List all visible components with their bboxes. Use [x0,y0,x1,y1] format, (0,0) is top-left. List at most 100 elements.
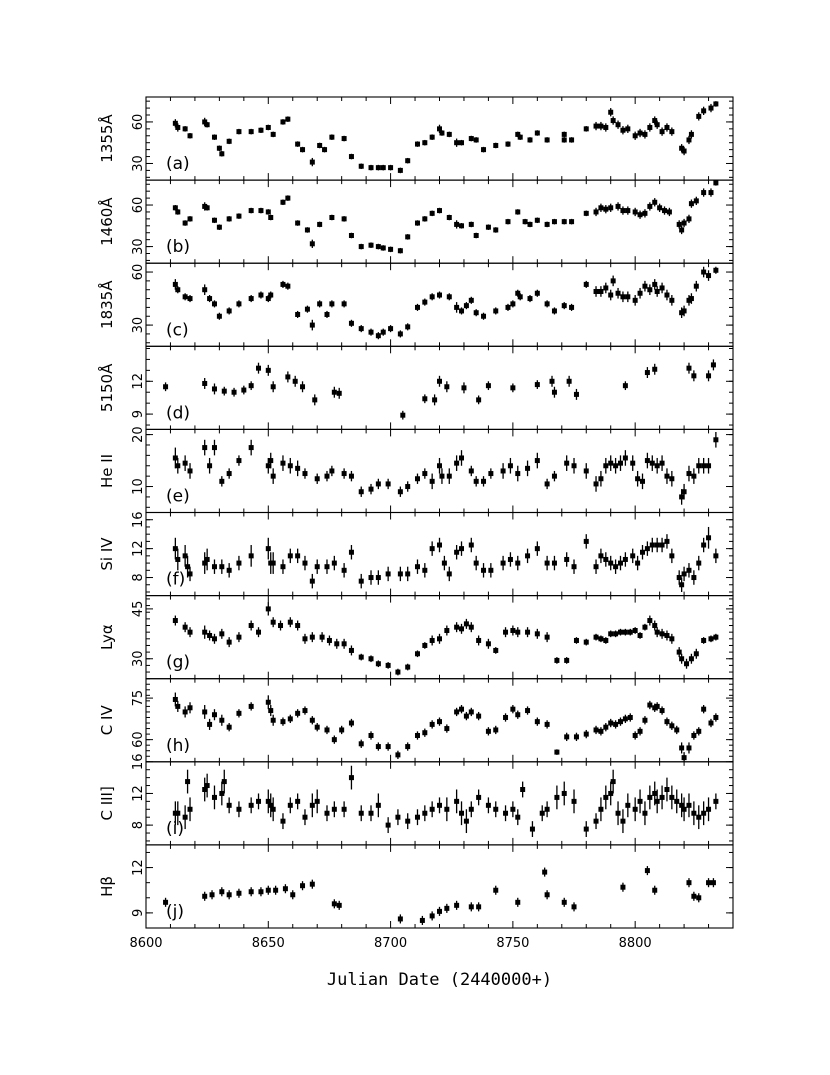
data-point [669,723,675,729]
data-point [659,794,665,800]
data-point [463,818,469,824]
data-point [439,130,445,136]
data-point [515,712,521,718]
data-point [444,726,450,732]
data-point [493,647,499,653]
y-tick-label: 12 [131,540,146,557]
data-point [632,732,638,738]
data-point [659,285,665,291]
data-point [583,826,589,832]
panel-frame [145,262,734,347]
y-tick-label: 12 [131,785,146,802]
data-point [625,208,631,214]
data-point [341,567,347,573]
data-point [493,142,499,148]
data-point [204,783,210,789]
data-point [414,220,420,226]
data-point [429,806,435,812]
data-point [204,205,210,211]
y-tick-label: 45 [131,601,146,618]
data-point [617,629,623,635]
data-point [429,721,435,727]
data-point [211,386,217,392]
data-point [182,624,188,630]
data-point [622,716,628,722]
data-point [603,637,609,643]
data-point [172,696,178,702]
data-point [358,326,364,332]
data-point [375,744,381,750]
data-point [642,810,648,816]
data-point [608,109,614,115]
data-point [708,636,714,642]
data-point [713,101,719,107]
data-point [302,471,308,477]
data-point [485,383,491,389]
data-point [664,719,670,725]
panel-h: 60 75 C IV (h) [98,678,734,763]
data-point [681,755,687,761]
data-point [637,728,643,734]
data-point [454,624,460,630]
data-point [219,717,225,723]
data-point [468,297,474,303]
data-point [632,806,638,812]
data-point [236,458,242,464]
data-point [544,560,550,566]
data-point [493,227,499,233]
data-point [691,473,697,479]
data-point [182,126,188,132]
data-point [226,567,232,573]
data-point [221,779,227,785]
data-point [686,802,692,808]
data-point [437,292,442,298]
data-point [473,560,479,566]
data-point [429,913,435,919]
data-point [314,724,320,730]
data-point [341,471,347,477]
data-point [182,220,188,226]
data-point [459,706,465,712]
data-point [608,205,614,211]
data-point [397,167,403,173]
data-point [419,917,425,923]
data-point [211,217,217,223]
y-tick-label: 16 [131,511,146,528]
data-point [517,294,523,300]
data-point [429,134,435,140]
data-point [598,728,604,734]
data-point [468,904,474,910]
data-point [265,887,271,893]
x-tick-label: 8800 [619,936,652,951]
data-point [669,553,675,559]
y-tick-label: 20 [131,426,146,443]
data-point [429,478,435,484]
data-point [571,564,577,570]
data-point [348,154,354,160]
y-tick-label: 75 [131,690,146,707]
data-point [375,802,381,808]
data-point [564,657,570,663]
data-point [684,661,690,667]
data-point [182,814,188,820]
data-point [561,303,567,309]
data-point [265,463,271,469]
data-point [405,664,411,670]
data-point [500,468,506,474]
data-point [422,730,428,736]
data-point [608,560,614,566]
data-point [468,542,474,548]
data-point [256,629,262,635]
data-point [388,165,394,171]
data-point [654,703,660,709]
panel-letter: (c) [166,320,189,340]
panel-letter: (b) [166,237,190,257]
data-point [219,478,225,484]
data-point [459,308,465,314]
data-point [202,560,208,566]
data-point [622,455,628,461]
data-point [422,299,428,305]
data-point [659,631,665,637]
data-point [270,806,276,812]
y-tick-label: 30 [131,317,146,334]
